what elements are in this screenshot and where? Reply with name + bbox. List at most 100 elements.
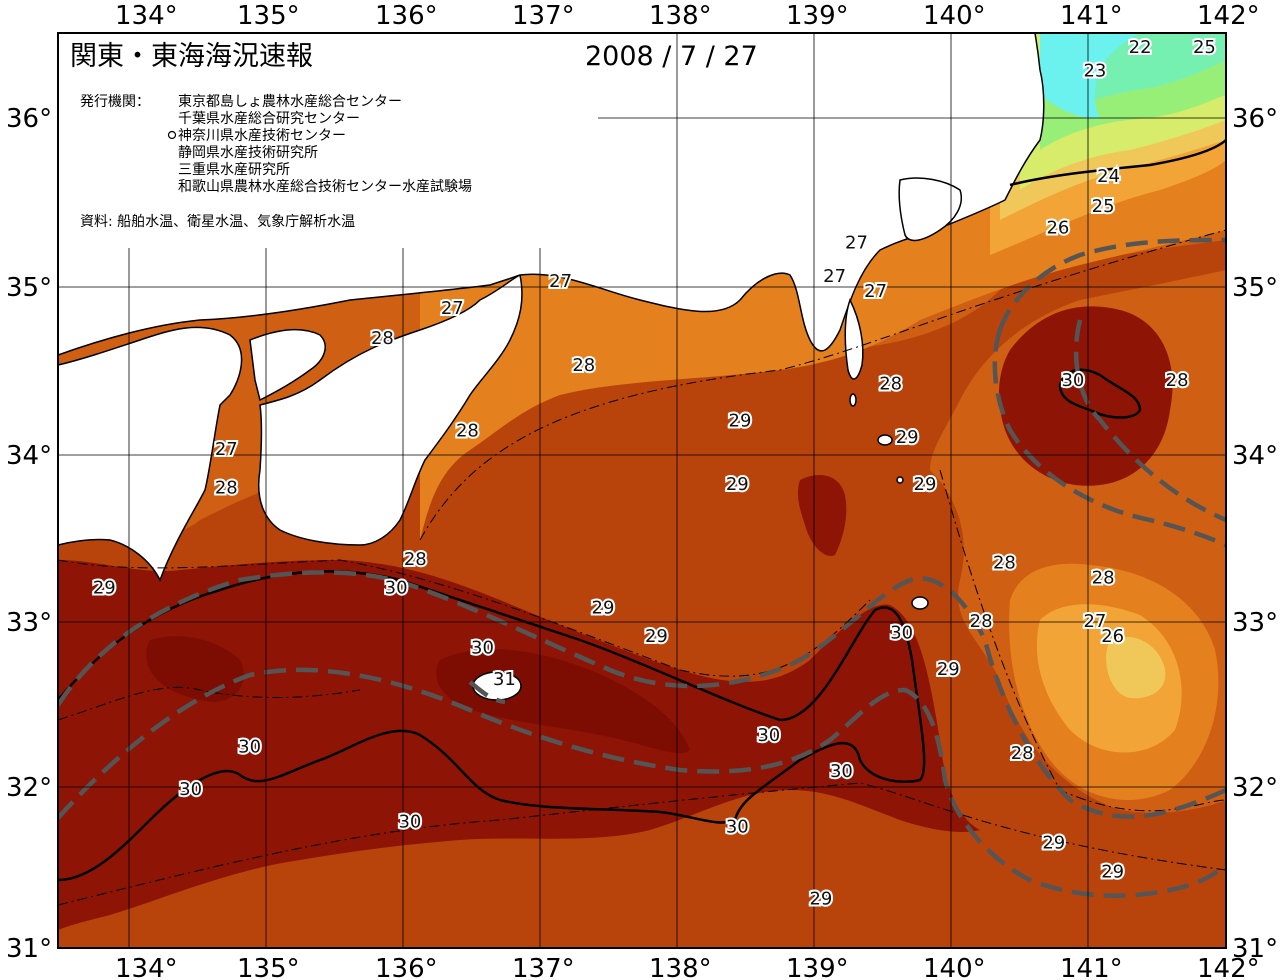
kuroshio-axis (58, 237, 1226, 898)
sea-30-zone (797, 475, 847, 556)
contour-temperature-label: 29 (592, 598, 615, 619)
lat-tick-label: 36° (1232, 104, 1278, 134)
contour-temperature-label: 29 (937, 659, 960, 680)
map-date: 2008 / 7 / 27 (585, 41, 758, 72)
lat-tick-label: 34° (6, 441, 52, 471)
lat-tick-label: 33° (6, 608, 52, 638)
lon-tick-label: 136° (375, 1, 438, 31)
contour-temperature-label: 27 (215, 439, 238, 460)
agencies-label: 発行機関： (80, 94, 150, 110)
contour-temperature-label: 27 (845, 233, 868, 254)
contour-temperature-label: 29 (1101, 861, 1124, 882)
isotherm-30 (58, 139, 1226, 882)
contour-temperature-label: 28 (993, 553, 1016, 574)
sea-26-zone (1036, 604, 1182, 753)
contour-temperature-label: 29 (896, 427, 919, 448)
lat-axis-right: 36° 35° 34° 33° 32° 31° (1232, 104, 1278, 964)
lat-tick-label: 35° (6, 273, 52, 303)
lat-tick-label: 35° (1232, 273, 1278, 303)
contour-temperature-label: 30 (1061, 370, 1084, 391)
contour-temperature-label: 27 (441, 298, 464, 319)
contour-temperature-label: 31 (493, 669, 516, 690)
contour-temperature-label: 30 (726, 816, 749, 837)
contour-temperature-label: 27 (1083, 611, 1106, 632)
lon-tick-label: 138° (649, 954, 712, 980)
contour-temperature-label: 30 (890, 623, 913, 644)
data-source: 資料: 船舶水温、衛星水温、気象庁解析水温 (80, 214, 355, 230)
agency-item: 東京都島しょ農林水産総合センター (178, 94, 402, 110)
contour-temperature-label: 29 (809, 889, 832, 910)
lat-tick-label: 33° (1232, 608, 1278, 638)
contour-temperature-label: 23 (1083, 61, 1106, 82)
contour-temperature-label: 30 (398, 811, 421, 832)
lon-tick-label: 141° (1060, 954, 1123, 980)
map-frame (57, 32, 1227, 949)
agency-marker-icon (167, 130, 177, 140)
contour-temperature-label: 28 (879, 373, 902, 394)
lon-tick-label: 139° (786, 1, 849, 31)
lat-tick-label: 36° (6, 104, 52, 134)
lon-tick-label: 141° (1060, 1, 1123, 31)
temperature-fill (58, 33, 1226, 948)
agency-item: 神奈川県水産技術センター (178, 128, 346, 144)
lon-axis-bottom: 134° 135° 136° 137° 138° 139° 140° 141° … (115, 954, 1260, 980)
lon-tick-label: 142° (1197, 1, 1260, 31)
contour-temperature-label: 26 (1101, 626, 1124, 647)
contour-temperature-label: 30 (830, 761, 853, 782)
contour-temperature-label: 27 (864, 281, 887, 302)
sea-30-zone (58, 560, 980, 930)
agency-item: 三重県水産研究所 (178, 162, 290, 178)
lon-tick-label: 137° (512, 1, 575, 31)
agency-item: 千葉県水産総合研究センター (178, 111, 360, 127)
sea-21-zone (1040, 33, 1140, 119)
contour-temperature-label: 28 (1011, 743, 1034, 764)
lon-tick-label: 136° (375, 954, 438, 980)
agency-item: 静岡県水産技術研究所 (178, 145, 318, 161)
contour-temperature-label: 22 (1129, 37, 1152, 58)
agency-item: 和歌山県農林水産総合技術センター水産試験場 (178, 179, 472, 195)
contour-temperature-label: 28 (371, 328, 394, 349)
lat-tick-label: 32° (6, 773, 52, 803)
lon-tick-label: 142° (1197, 954, 1260, 980)
lon-tick-label: 140° (923, 954, 986, 980)
contour-temperature-label: 28 (215, 477, 238, 498)
lon-tick-label: 135° (237, 1, 300, 31)
contour-temperature-label: 25 (1092, 196, 1115, 217)
contour-temperature-label: 29 (1042, 832, 1065, 853)
contour-temperature-label: 29 (729, 410, 752, 431)
contour-temperature-label: 28 (404, 549, 427, 570)
contour-temperature-label: 30 (757, 725, 780, 746)
sea-31-zone (146, 636, 244, 702)
contour-temperature-label: 29 (914, 474, 937, 495)
lon-tick-label: 139° (786, 954, 849, 980)
contour-temperature-label: 28 (572, 355, 595, 376)
map-title: 関東・東海海況速報 (70, 41, 313, 72)
lon-tick-label: 138° (649, 1, 712, 31)
legend-panel (58, 33, 598, 248)
contour-temperature-label: 30 (471, 637, 494, 658)
lon-tick-label: 140° (923, 1, 986, 31)
lat-tick-label: 34° (1232, 441, 1278, 471)
contour-temperature-label: 29 (645, 626, 668, 647)
lat-axis-left: 36° 35° 34° 33° 32° 31° (6, 104, 52, 964)
contour-temperature-label: 30 (385, 578, 408, 599)
contour-temperature-label: 24 (1097, 166, 1120, 187)
contour-temperature-label: 28 (1092, 568, 1115, 589)
contour-temperature-label: 29 (726, 474, 749, 495)
lon-tick-label: 137° (512, 954, 575, 980)
lat-tick-label: 31° (1232, 934, 1278, 964)
lon-tick-label: 134° (115, 1, 178, 31)
contour-temperature-label: 30 (238, 736, 261, 757)
sea-25-zone (1106, 636, 1166, 699)
contour-temperature-label: 27 (549, 271, 572, 292)
contour-temperature-label: 29 (93, 578, 116, 599)
contour-temperature-label: 28 (970, 611, 993, 632)
contour-temperature-label: 27 (823, 266, 846, 287)
lat-tick-label: 31° (6, 934, 52, 964)
contour-temperature-label: 28 (456, 421, 479, 442)
contour-temperature-label: 26 (1046, 218, 1069, 239)
lon-tick-label: 135° (237, 954, 300, 980)
contour-temperature-label: 28 (1166, 370, 1189, 391)
